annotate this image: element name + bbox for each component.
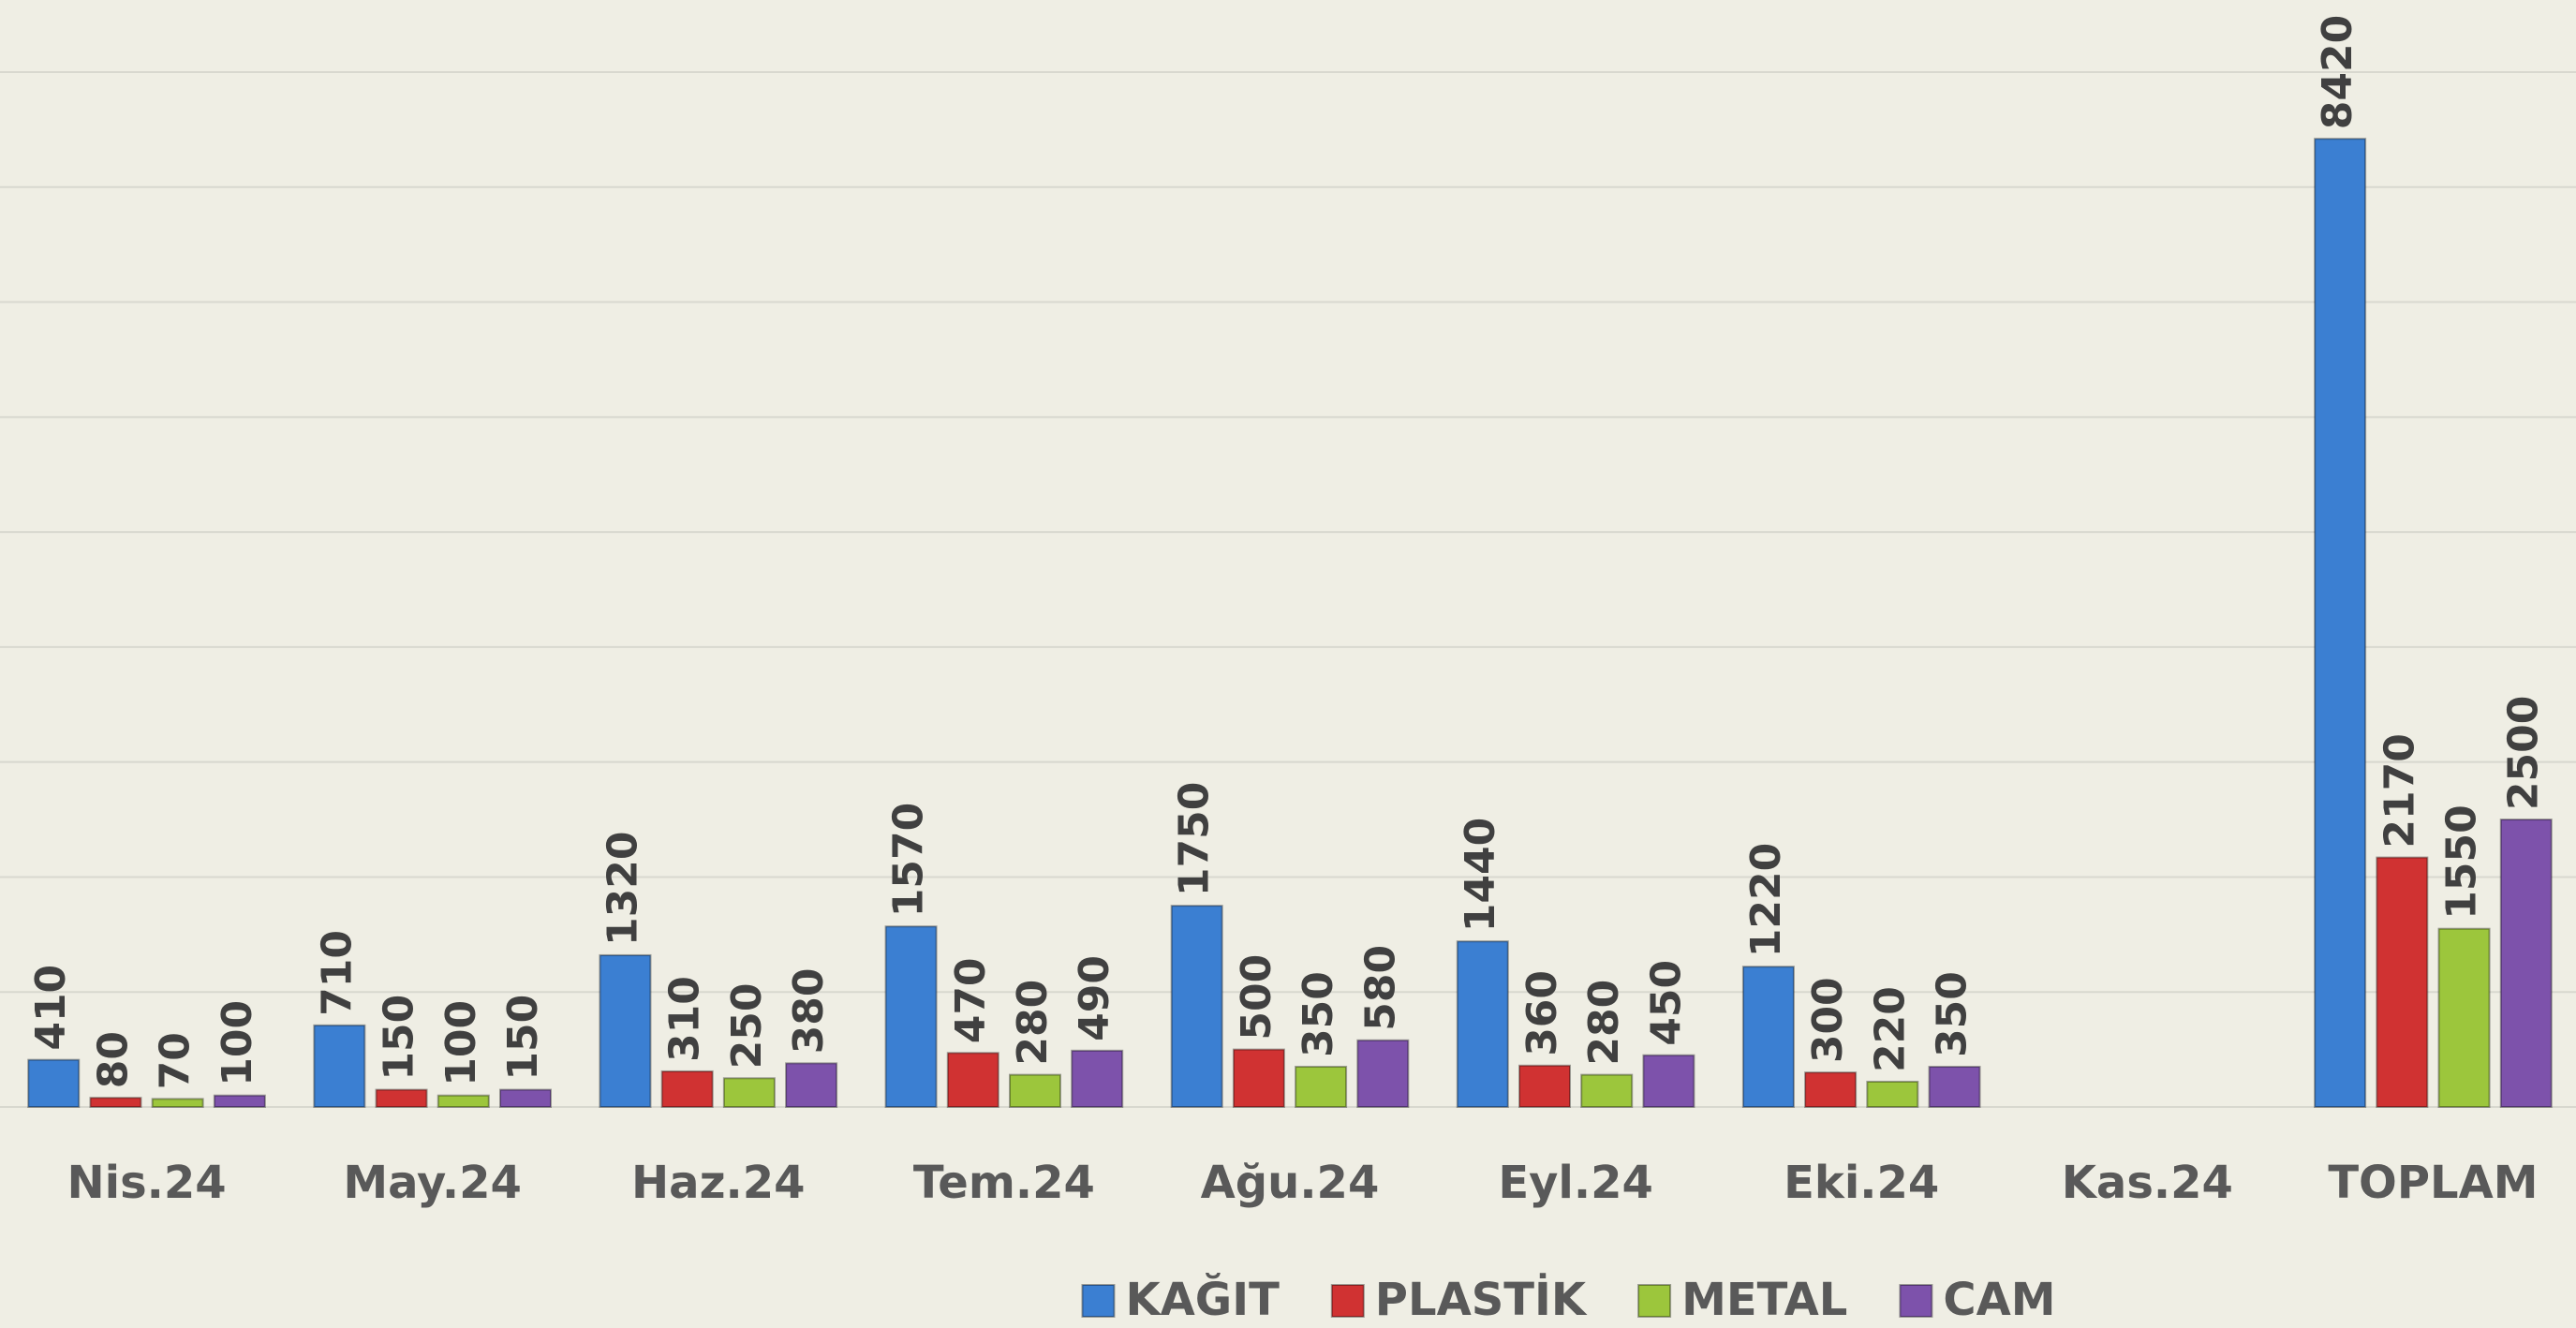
data-label: 1570 — [885, 803, 933, 917]
data-label: 150 — [376, 995, 423, 1081]
x-tick-label: Eki.24 — [1784, 1157, 1939, 1209]
data-label: 1220 — [1742, 843, 1790, 957]
data-label: 280 — [1009, 980, 1057, 1066]
data-label: 100 — [214, 1000, 261, 1086]
bar — [1295, 1066, 1348, 1109]
legend-swatch — [1899, 1284, 1933, 1318]
bar — [213, 1094, 266, 1108]
bar — [2314, 138, 2367, 1109]
data-label: 1440 — [1457, 818, 1504, 932]
bar — [1580, 1073, 1634, 1108]
legend: KAĞIT PLASTİK METAL CAM — [1081, 1273, 2056, 1326]
data-label: 70 — [152, 1032, 200, 1089]
bar — [1804, 1071, 1858, 1108]
data-label: 250 — [723, 982, 771, 1069]
x-tick-label: May.24 — [343, 1157, 522, 1209]
x-tick-label: Haz.24 — [631, 1157, 806, 1209]
bar — [1642, 1054, 1695, 1108]
data-label: 410 — [27, 965, 75, 1051]
legend-label: METAL — [1681, 1274, 1847, 1326]
data-label: 2170 — [2376, 733, 2423, 848]
bar — [660, 1070, 714, 1108]
data-label: 80 — [89, 1031, 137, 1088]
x-tick-label: TOPLAM — [2328, 1157, 2538, 1209]
bar — [1356, 1039, 1410, 1109]
data-label: 1550 — [2438, 804, 2486, 919]
data-label: 500 — [1233, 954, 1281, 1040]
bar — [1866, 1080, 1919, 1109]
data-label: 150 — [499, 995, 547, 1081]
data-label: 1320 — [599, 831, 646, 945]
data-label: 310 — [661, 976, 709, 1062]
bar — [27, 1058, 81, 1109]
x-tick-label: Ağu.24 — [1201, 1157, 1380, 1209]
bar — [151, 1098, 204, 1108]
bar — [2376, 856, 2429, 1108]
data-label: 380 — [785, 967, 833, 1054]
bar — [1456, 940, 1509, 1109]
x-tick-label: Kas.24 — [2062, 1157, 2233, 1209]
data-label: 450 — [1642, 960, 1690, 1046]
legend-label: CAM — [1943, 1274, 2055, 1326]
legend-swatch — [1330, 1284, 1365, 1318]
data-label: 2500 — [2500, 696, 2548, 810]
bar — [2437, 927, 2491, 1109]
legend-label: PLASTİK — [1375, 1273, 1588, 1326]
x-tick-label: Tem.24 — [913, 1157, 1095, 1209]
bar — [599, 953, 652, 1109]
x-tick-label: Nis.24 — [67, 1157, 226, 1209]
x-tick-label: Eyl.24 — [1498, 1157, 1653, 1209]
bar — [1008, 1073, 1061, 1108]
bar — [1232, 1048, 1285, 1108]
bar — [1928, 1066, 1981, 1109]
data-label: 350 — [1929, 971, 1976, 1057]
data-label: 360 — [1518, 970, 1566, 1056]
legend-label: KAĞIT — [1125, 1273, 1280, 1326]
data-label: 490 — [1071, 955, 1118, 1041]
bar — [375, 1088, 428, 1109]
legend-swatch — [1081, 1284, 1116, 1318]
data-label: 280 — [1580, 980, 1628, 1066]
bar — [1518, 1064, 1572, 1109]
data-label: 1750 — [1171, 782, 1219, 896]
legend-swatch — [1637, 1284, 1672, 1318]
bar — [946, 1052, 999, 1108]
data-label: 470 — [947, 957, 995, 1043]
bar — [498, 1088, 552, 1109]
bar — [89, 1097, 142, 1108]
data-label: 300 — [1804, 977, 1852, 1063]
bar — [785, 1062, 838, 1109]
bar — [1071, 1049, 1124, 1108]
bar — [722, 1077, 776, 1108]
data-label: 8420 — [2314, 15, 2361, 129]
bar — [2499, 819, 2553, 1108]
data-label: 220 — [1866, 986, 1914, 1072]
bar — [884, 925, 938, 1108]
data-label: 580 — [1356, 945, 1404, 1031]
bar — [313, 1024, 366, 1108]
data-label: 100 — [437, 1000, 485, 1086]
bar — [1741, 966, 1795, 1108]
data-label: 350 — [1295, 971, 1342, 1057]
bar — [1170, 905, 1223, 1109]
bar — [437, 1094, 490, 1108]
data-label: 710 — [313, 930, 361, 1016]
